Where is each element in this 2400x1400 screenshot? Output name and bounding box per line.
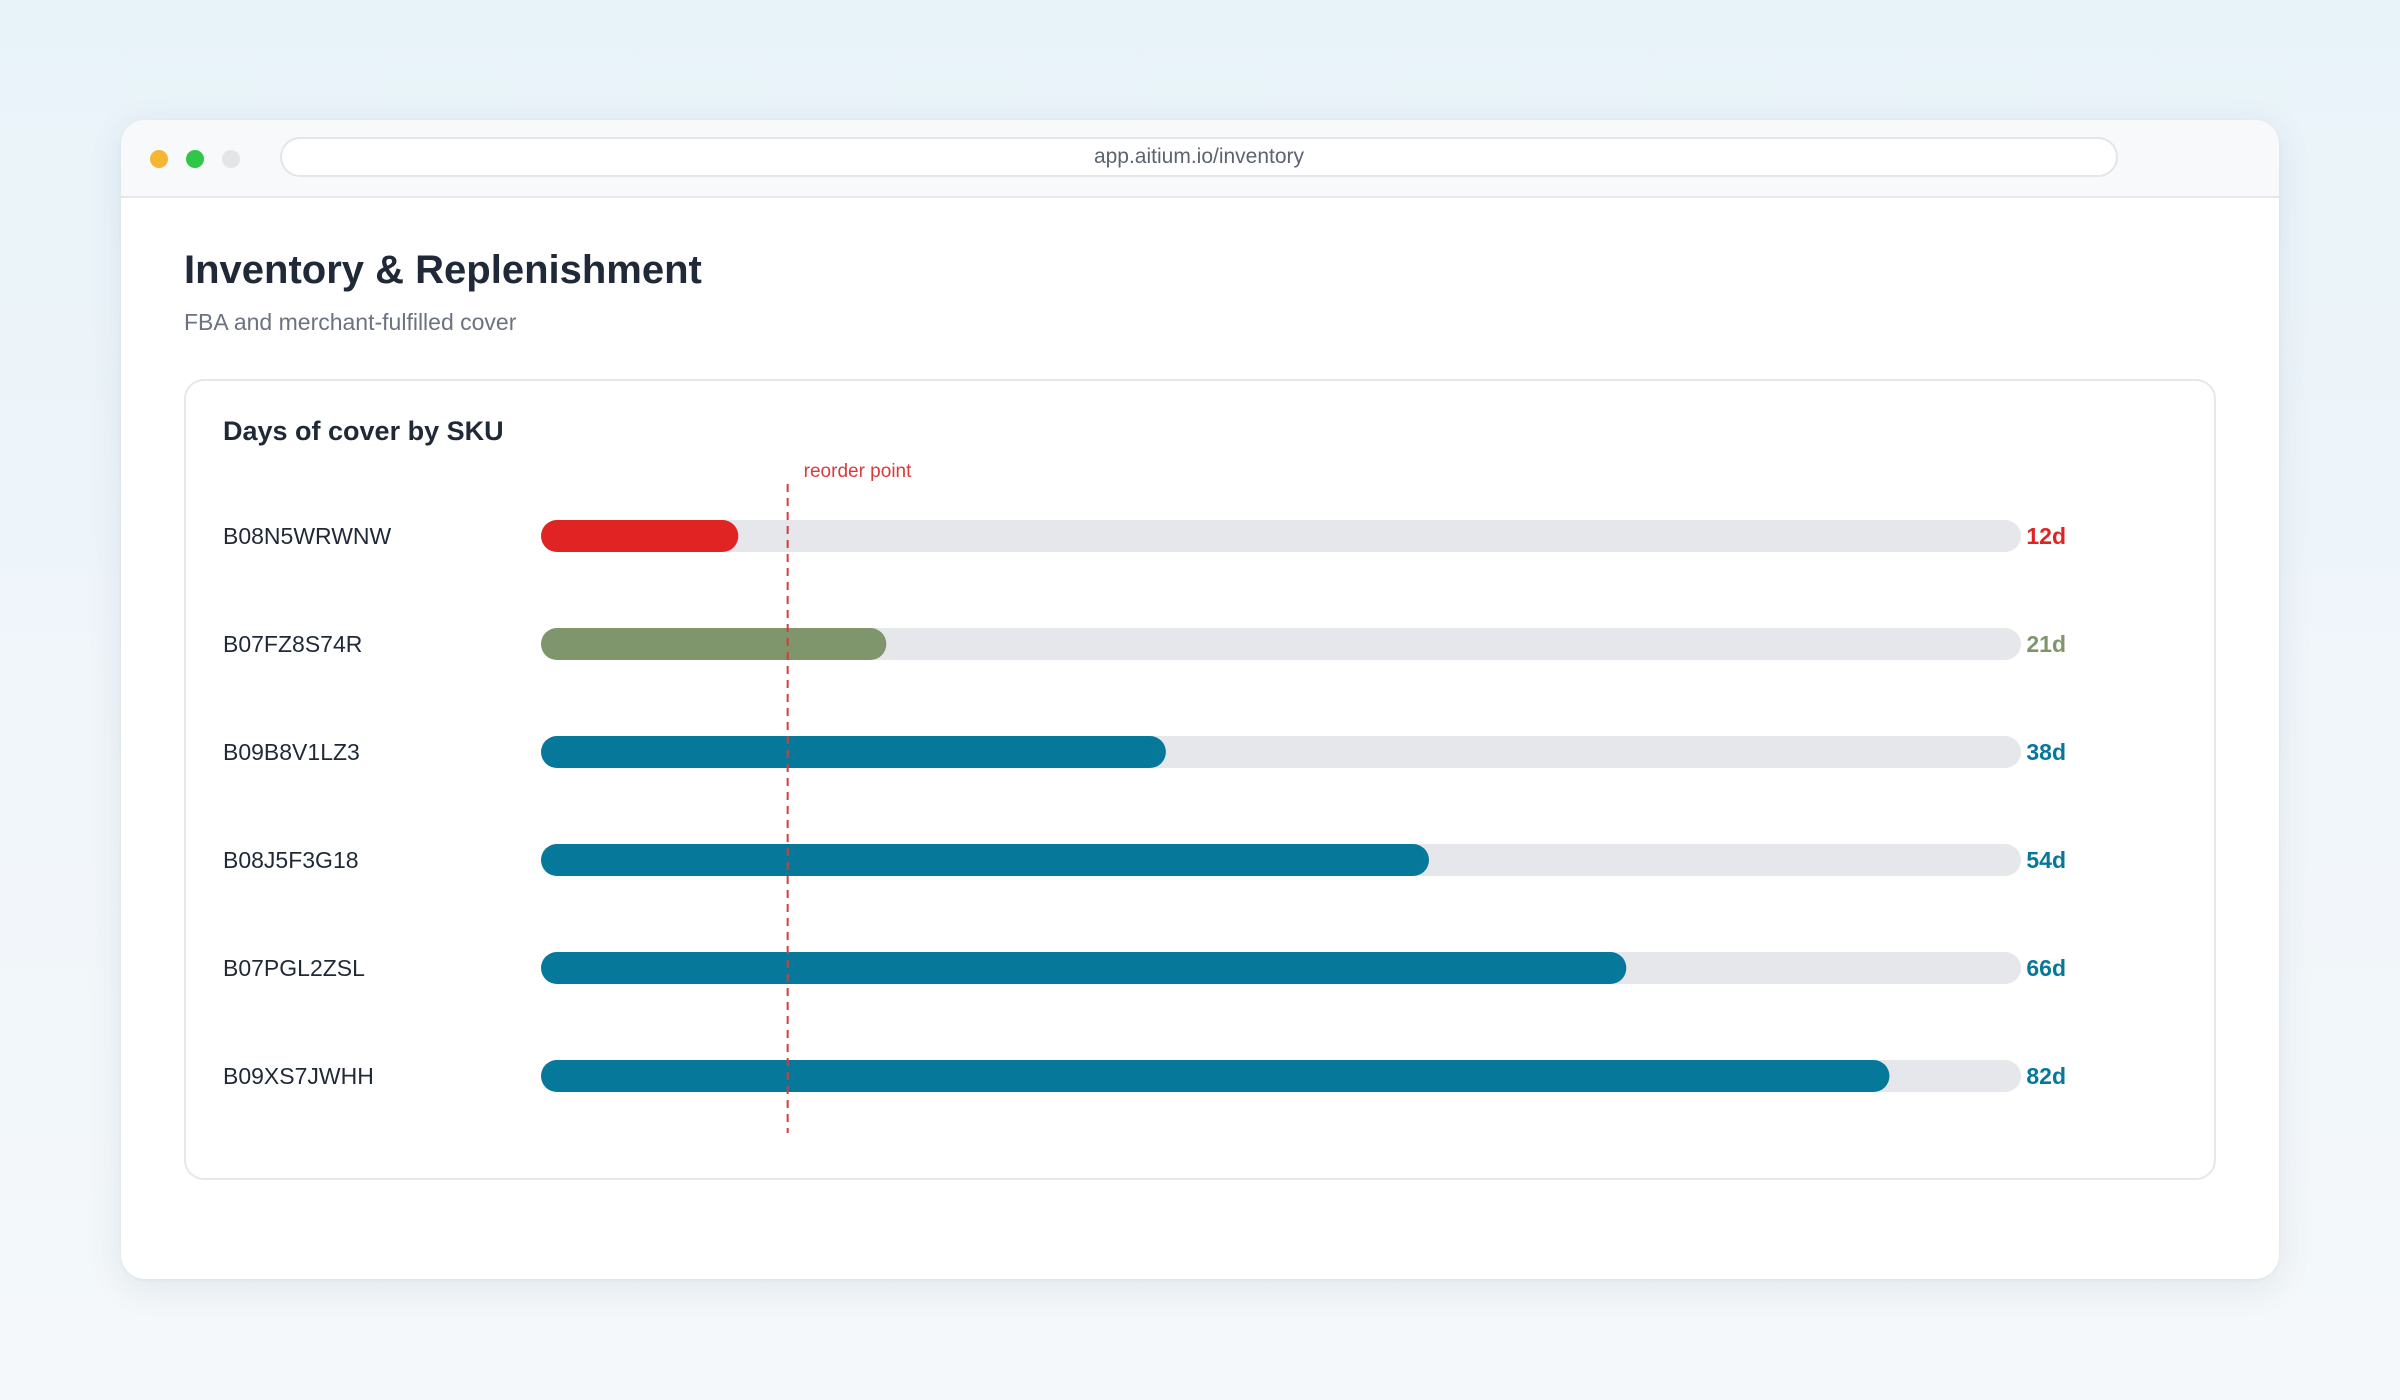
browser-titlebar: app.aitium.io/inventory [121,120,2279,198]
bar-fill [541,520,739,552]
bar-fill [541,952,1627,984]
sku-label: B07PGL2ZSL [223,955,365,981]
sku-label: B08J5F3G18 [223,847,359,873]
days-of-cover-card: Days of cover by SKU B08N5WRWNW 12d B07FZ8… [184,379,2216,1180]
bar-track [541,520,2021,552]
value-label: 54d [2026,847,2066,873]
chart-title: Days of cover by SKU [223,416,504,446]
address-bar[interactable]: app.aitium.io/inventory [280,137,2118,177]
sku-label: B09XS7JWHH [223,1063,374,1089]
value-label: 21d [2026,631,2066,657]
bar-fill [541,844,1429,876]
value-label: 82d [2026,1063,2066,1089]
window-maximize-dot[interactable] [186,150,204,168]
browser-window: app.aitium.io/inventory Inventory & Repl… [121,120,2279,1279]
page-title: Inventory & Replenishment [184,248,702,292]
sku-label: B08N5WRWNW [223,523,392,549]
value-label: 12d [2026,523,2066,549]
bar-fill [541,736,1166,768]
value-label: 38d [2026,739,2066,765]
page-subtitle: FBA and merchant-fulfilled cover [184,309,517,335]
value-label: 66d [2026,955,2066,981]
sku-label: B09B8V1LZ3 [223,739,360,765]
bar-track [541,628,2021,660]
reorder-point-label: reorder point [804,461,912,482]
window-inactive-dot[interactable] [222,150,240,168]
address-bar-url: app.aitium.io/inventory [1093,145,1305,168]
bar-fill [541,628,887,660]
days-of-cover-chart: B08N5WRWNW 12d B07FZ8S74R 21d B09B8V1LZ3 38d B… [223,461,2066,1133]
bar-fill [541,1060,1890,1092]
sku-label: B07FZ8S74R [223,631,362,657]
window-minimize-dot[interactable] [150,150,168,168]
